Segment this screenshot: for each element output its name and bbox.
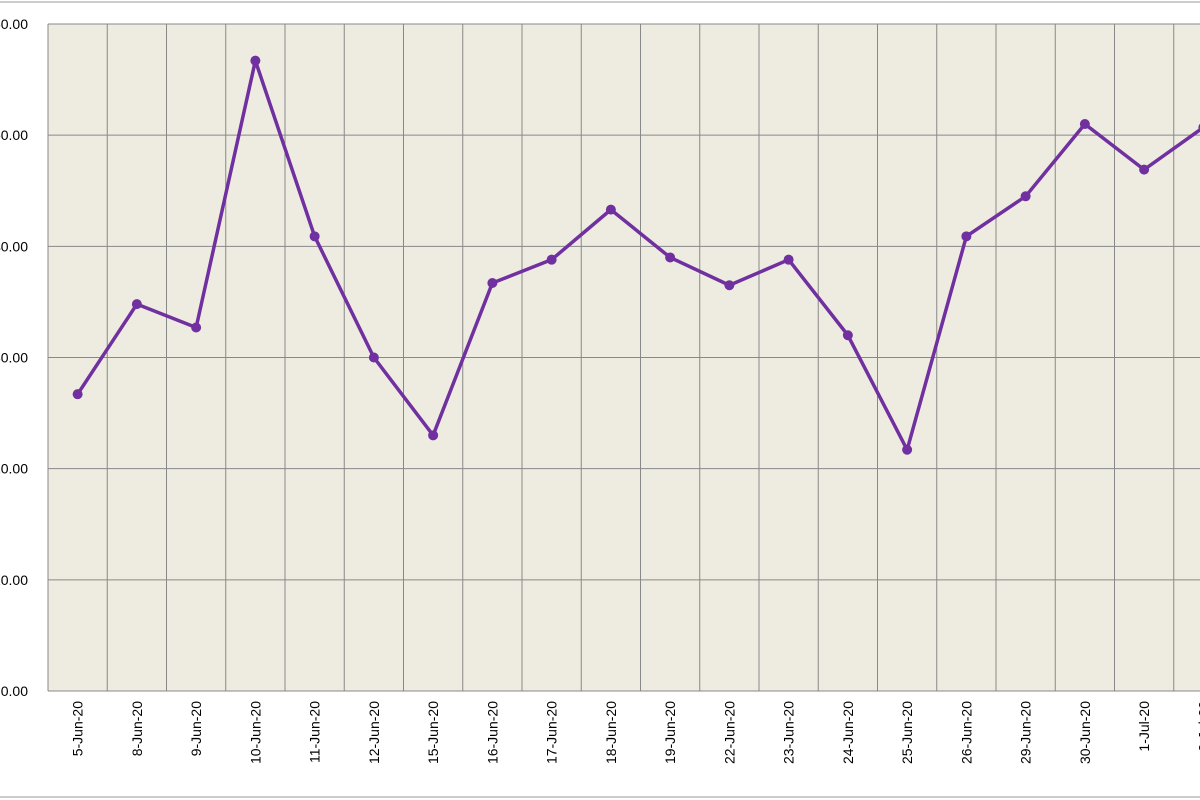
data-point [724, 280, 735, 291]
x-tick-label: 16-Jun-20 [484, 701, 500, 764]
y-tick-label: 60.00 [0, 16, 28, 32]
y-tick-label: 40.00 [0, 238, 28, 254]
y-tick-label: 30.00 [0, 350, 28, 366]
x-tick-label: 24-Jun-20 [840, 701, 856, 764]
data-point [665, 252, 676, 263]
data-point [1139, 164, 1150, 175]
x-tick-label: 2-Jul-20 [1195, 701, 1200, 752]
data-point [546, 254, 557, 265]
y-tick-label: 10.00 [0, 572, 28, 588]
y-tick-label: 0.00 [1, 683, 28, 699]
data-point [368, 352, 379, 363]
x-tick-label: 30-Jun-20 [1077, 701, 1093, 764]
x-tick-label: 1-Jul-20 [1136, 701, 1152, 752]
x-tick-label: 18-Jun-20 [603, 701, 619, 764]
data-point [428, 430, 439, 441]
series-line [76, 58, 1200, 452]
data-point [902, 444, 913, 455]
x-tick-label: 12-Jun-20 [366, 701, 382, 764]
data-point [191, 322, 202, 333]
x-tick-label: 10-Jun-20 [247, 701, 263, 764]
x-tick-label: 9-Jun-20 [188, 701, 204, 756]
x-tick-label: 8-Jun-20 [129, 701, 145, 756]
y-tick-label: 20.00 [0, 461, 28, 477]
data-point [842, 330, 853, 341]
x-tick-label: 5-Jun-20 [70, 701, 86, 756]
data-point [605, 204, 616, 215]
data-point [1020, 191, 1031, 202]
x-tick-label: 25-Jun-20 [899, 701, 915, 764]
data-point [487, 278, 498, 289]
x-tick-label: 26-Jun-20 [958, 701, 974, 764]
x-tick-label: 29-Jun-20 [1018, 701, 1034, 764]
data-point [961, 231, 972, 242]
x-tick-label: 23-Jun-20 [781, 701, 797, 764]
data-point [309, 231, 320, 242]
data-point [783, 254, 794, 265]
x-tick-label: 22-Jun-20 [721, 701, 737, 764]
data-point [131, 299, 142, 310]
x-tick-label: 17-Jun-20 [544, 701, 560, 764]
data-point [250, 55, 261, 66]
data-point [72, 389, 83, 400]
x-tick-label: 19-Jun-20 [662, 701, 678, 764]
x-tick-label: 15-Jun-20 [425, 701, 441, 764]
y-tick-label: 50.00 [0, 127, 28, 143]
data-point [1079, 119, 1090, 130]
x-tick-label: 11-Jun-20 [307, 701, 323, 763]
